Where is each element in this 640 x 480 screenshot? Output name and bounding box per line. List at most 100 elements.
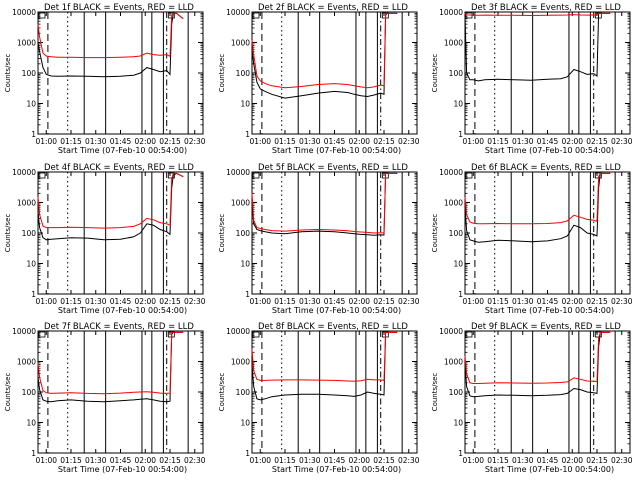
series-lld-line <box>251 331 398 382</box>
x-tick-label: 02:00 <box>134 297 156 306</box>
x-tick-label: 02:30 <box>184 297 206 306</box>
x-tick-label: 02:00 <box>561 297 583 306</box>
series-lld-line <box>464 172 611 225</box>
x-tick-label: 01:30 <box>299 137 321 146</box>
x-tick-label: 01:15 <box>274 137 296 146</box>
corner-marker <box>167 172 175 179</box>
x-tick-label: 01:45 <box>110 297 132 306</box>
plot-title: Det 6f BLACK = Events, RED = LLD <box>471 163 621 173</box>
y-tick-label: 1000 <box>444 358 463 367</box>
x-axis-label: Start Time (07-Feb-10 00:54:00) <box>58 306 187 315</box>
y-tick-label: 10 <box>453 100 463 109</box>
y-axis-label: Counts/sec <box>4 214 12 253</box>
panel-det-8f: Det 8f BLACK = Events, RED = LLD Counts/s… <box>218 322 420 474</box>
x-tick-label: 01:45 <box>110 456 132 465</box>
x-tick-label: 01:00 <box>249 456 271 465</box>
x-tick-label: 02:15 <box>586 456 608 465</box>
panel-det-4f: Det 4f BLACK = Events, RED = LLD Counts/s… <box>4 163 206 315</box>
y-tick-label: 1 <box>458 290 463 299</box>
x-tick-label: 01:00 <box>35 297 57 306</box>
y-tick-label: 1000 <box>17 39 36 48</box>
corner-marker <box>252 12 260 19</box>
x-tick-label: 01:45 <box>324 456 346 465</box>
y-tick-label: 10 <box>26 100 36 109</box>
x-tick-label: 01:45 <box>110 137 132 146</box>
plot-title: Det 5f BLACK = Events, RED = LLD <box>258 163 408 173</box>
x-tick-label: 02:30 <box>184 456 206 465</box>
y-tick-label: 1 <box>31 290 36 299</box>
corner-marker <box>252 331 260 338</box>
y-axis-label: Counts/sec <box>431 373 439 412</box>
y-axis-label: Counts/sec <box>218 54 226 93</box>
y-tick-label: 10000 <box>226 8 250 17</box>
plot-title: Det 3f BLACK = Events, RED = LLD <box>471 3 621 13</box>
x-tick-label: 01:45 <box>537 137 559 146</box>
x-axis-label: Start Time (07-Feb-10 00:54:00) <box>272 465 401 474</box>
y-tick-label: 1000 <box>444 199 463 208</box>
panel-det-9f: Det 9f BLACK = Events, RED = LLD Counts/s… <box>431 322 633 474</box>
x-tick-label: 01:30 <box>512 456 534 465</box>
x-tick-label: 01:00 <box>35 456 57 465</box>
x-tick-label: 02:00 <box>348 456 370 465</box>
series-lld-line <box>251 172 398 234</box>
x-axis-label: Start Time (07-Feb-10 00:54:00) <box>485 146 614 155</box>
y-tick-label: 1000 <box>17 358 36 367</box>
x-tick-label: 02:00 <box>561 456 583 465</box>
plot-frame <box>37 330 204 454</box>
x-tick-label: 02:15 <box>373 456 395 465</box>
plot-title: Det 2f BLACK = Events, RED = LLD <box>258 3 408 13</box>
y-tick-label: 10000 <box>12 8 36 17</box>
y-tick-label: 10 <box>240 260 250 269</box>
series-events-line <box>37 331 184 403</box>
corner-marker <box>38 331 46 338</box>
y-tick-label: 1000 <box>444 39 463 48</box>
x-tick-label: 02:30 <box>398 137 420 146</box>
x-tick-label: 02:00 <box>348 137 370 146</box>
y-tick-label: 100 <box>236 69 251 78</box>
x-tick-label: 02:15 <box>159 297 181 306</box>
panel-det-5f: Det 5f BLACK = Events, RED = LLD Counts/s… <box>218 163 420 315</box>
x-tick-label: 02:30 <box>184 137 206 146</box>
series-events-line <box>37 12 184 78</box>
y-tick-label: 100 <box>236 388 251 397</box>
y-tick-label: 10 <box>453 260 463 269</box>
corner-marker <box>252 172 260 179</box>
x-tick-label: 02:30 <box>398 297 420 306</box>
x-tick-label: 01:00 <box>249 137 271 146</box>
x-tick-label: 01:45 <box>537 297 559 306</box>
y-tick-label: 1 <box>458 130 463 139</box>
x-tick-label: 01:15 <box>487 456 509 465</box>
plot-title: Det 8f BLACK = Events, RED = LLD <box>258 322 408 332</box>
y-tick-label: 10 <box>26 260 36 269</box>
y-tick-label: 1000 <box>231 199 250 208</box>
series-lld-line <box>37 172 184 229</box>
y-tick-label: 100 <box>22 229 37 238</box>
series-events-line <box>37 172 184 241</box>
x-tick-label: 01:00 <box>35 137 57 146</box>
y-tick-label: 100 <box>449 69 464 78</box>
panel-det-7f: Det 7f BLACK = Events, RED = LLD Counts/s… <box>4 322 206 474</box>
x-tick-label: 01:00 <box>462 137 484 146</box>
x-tick-label: 01:30 <box>299 456 321 465</box>
y-tick-label: 10000 <box>226 327 250 336</box>
plot-frame <box>251 330 418 454</box>
x-tick-label: 02:30 <box>398 456 420 465</box>
x-tick-label: 02:00 <box>348 297 370 306</box>
x-tick-label: 01:30 <box>85 297 107 306</box>
x-tick-label: 01:15 <box>60 297 82 306</box>
x-axis-label: Start Time (07-Feb-10 00:54:00) <box>272 306 401 315</box>
x-axis-label: Start Time (07-Feb-10 00:54:00) <box>485 306 614 315</box>
panel-det-2f: Det 2f BLACK = Events, RED = LLD Counts/s… <box>218 3 420 155</box>
x-tick-label: 02:15 <box>586 137 608 146</box>
x-tick-label: 02:30 <box>611 137 633 146</box>
x-tick-label: 02:00 <box>134 137 156 146</box>
x-tick-label: 01:30 <box>512 297 534 306</box>
x-tick-label: 02:15 <box>373 297 395 306</box>
series-lld-line <box>37 331 184 395</box>
x-tick-label: 01:00 <box>249 297 271 306</box>
y-tick-label: 1 <box>458 449 463 458</box>
y-tick-label: 100 <box>22 388 37 397</box>
x-tick-label: 02:00 <box>561 137 583 146</box>
corner-marker <box>465 172 473 179</box>
